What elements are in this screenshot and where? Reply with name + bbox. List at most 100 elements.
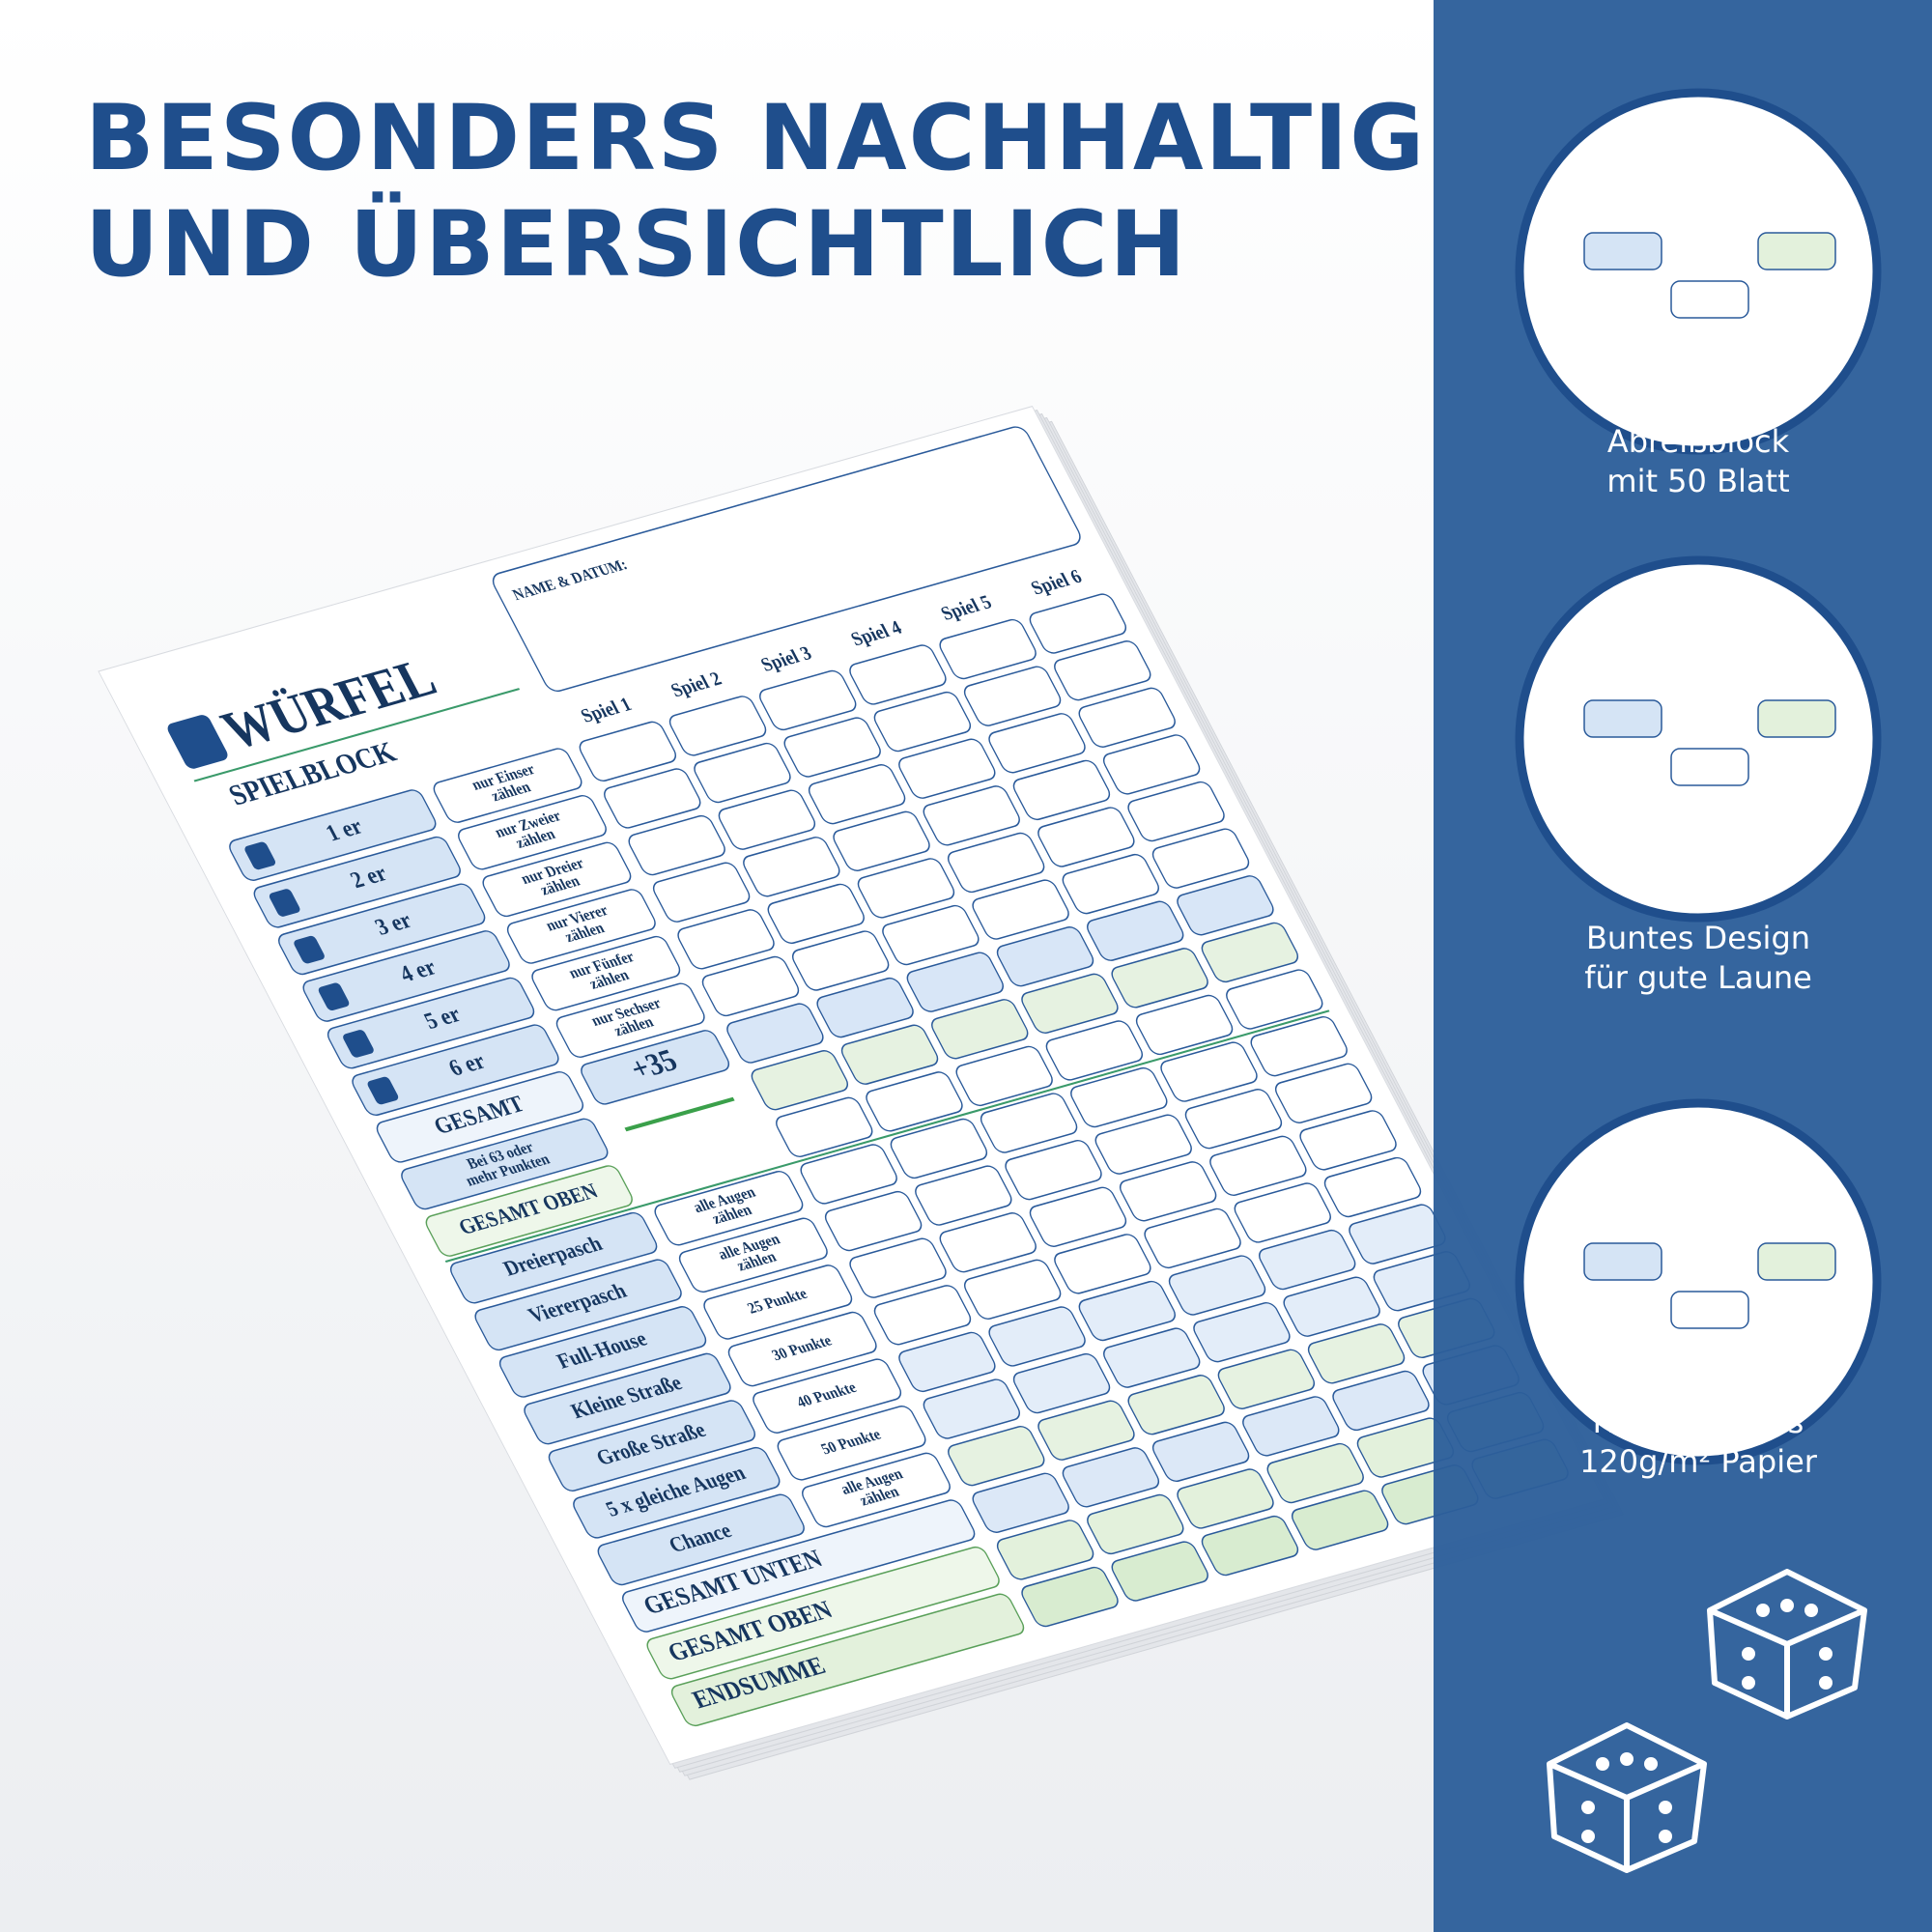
- cell: [743, 837, 840, 897]
- cell: [980, 1093, 1078, 1153]
- cell: [1323, 1156, 1422, 1218]
- cell: [1201, 922, 1299, 983]
- cell: [898, 738, 996, 799]
- cell: [1119, 1161, 1217, 1222]
- feature-text: für gute Laune: [1584, 959, 1812, 996]
- cell: [701, 955, 800, 1017]
- cell: [1242, 1396, 1340, 1457]
- cell: [652, 862, 751, 923]
- cell: [718, 789, 816, 850]
- die-pip: [1742, 1676, 1755, 1690]
- cell: [1226, 969, 1323, 1030]
- cell: [668, 696, 767, 756]
- cell: [931, 999, 1029, 1060]
- cell: [915, 1165, 1012, 1226]
- cell: [1111, 948, 1208, 1009]
- cell: [531, 935, 681, 1011]
- cell: [1193, 1301, 1291, 1363]
- cell: [1029, 593, 1127, 654]
- cell: [1062, 853, 1159, 915]
- cell: [1177, 1468, 1274, 1529]
- die-icon: [294, 935, 325, 964]
- cell: [759, 669, 857, 731]
- cell: [873, 691, 972, 753]
- cell: [474, 1259, 682, 1351]
- cell: [678, 1217, 828, 1293]
- cell: [1177, 875, 1274, 936]
- die-pip: [1742, 1647, 1755, 1661]
- cell: [1283, 1276, 1380, 1337]
- cell: [1209, 1135, 1307, 1197]
- cell: [726, 1003, 824, 1064]
- cell: [581, 1030, 730, 1105]
- cell: [1266, 1442, 1364, 1504]
- cell: [376, 1070, 584, 1163]
- die-pip: [1804, 1604, 1818, 1617]
- cell: [253, 836, 461, 928]
- cell: [1062, 1447, 1160, 1508]
- die-pip: [1596, 1757, 1609, 1771]
- cell: [506, 889, 656, 964]
- cell: [1135, 994, 1234, 1056]
- cell: [401, 1118, 609, 1210]
- cell: [1045, 1020, 1144, 1081]
- cell: [873, 1285, 972, 1346]
- cell: [1151, 1421, 1250, 1483]
- cell: [425, 1165, 633, 1257]
- cell: [229, 789, 437, 881]
- zoom-detail: [1670, 1291, 1749, 1329]
- cell: [1127, 1375, 1225, 1435]
- cell: [604, 768, 701, 829]
- dice-logo: [167, 715, 228, 769]
- cell: [1087, 1493, 1184, 1555]
- cell: [1037, 1400, 1135, 1461]
- cell: [1078, 1280, 1176, 1342]
- zoom-detail: [1583, 232, 1662, 270]
- zoom-detail: [1757, 232, 1836, 270]
- cell: [1054, 640, 1151, 701]
- cell: [1184, 1089, 1283, 1150]
- cell: [767, 883, 865, 945]
- zoom-detail: [1757, 699, 1836, 738]
- die-icon: [269, 889, 300, 917]
- cell: [849, 1237, 947, 1298]
- die-outline: [1707, 1569, 1867, 1719]
- feature-text: Buntes Design: [1586, 920, 1810, 956]
- cell: [939, 1212, 1037, 1273]
- cell: [1012, 1352, 1111, 1414]
- cell: [352, 1024, 559, 1117]
- feature-text: Abreißblock: [1607, 423, 1790, 460]
- feature-text: mit 50 Blatt: [1606, 463, 1789, 499]
- cell: [482, 841, 632, 918]
- cell: [597, 1493, 805, 1586]
- cell: [1127, 781, 1225, 842]
- cell: [833, 810, 930, 871]
- cell: [857, 858, 955, 919]
- cell: [898, 1331, 996, 1393]
- cell: [458, 795, 607, 870]
- cell: [783, 717, 881, 778]
- die-pip: [1644, 1757, 1658, 1771]
- cell: [450, 1211, 658, 1304]
- feature-text: 120g/m² Papier: [1579, 1443, 1818, 1480]
- die-pip: [1581, 1801, 1595, 1814]
- cell: [1217, 1349, 1316, 1409]
- feature-text: Hochwertiges: [1593, 1404, 1804, 1440]
- cell: [1005, 1139, 1102, 1201]
- cell: [1037, 807, 1135, 867]
- cell: [579, 721, 677, 782]
- cell: [882, 904, 980, 966]
- zoom-detail: [1583, 699, 1662, 738]
- title-rule: [193, 688, 521, 782]
- cell: [433, 748, 582, 823]
- cell: [948, 1425, 1045, 1487]
- zoom-circle: [1515, 555, 1882, 923]
- cell: [727, 1311, 877, 1387]
- headline-line: UND ÜBERSICHTLICH: [85, 190, 1187, 298]
- cell: [498, 1306, 707, 1398]
- zoom-detail: [1670, 748, 1749, 786]
- cell: [1012, 759, 1111, 821]
